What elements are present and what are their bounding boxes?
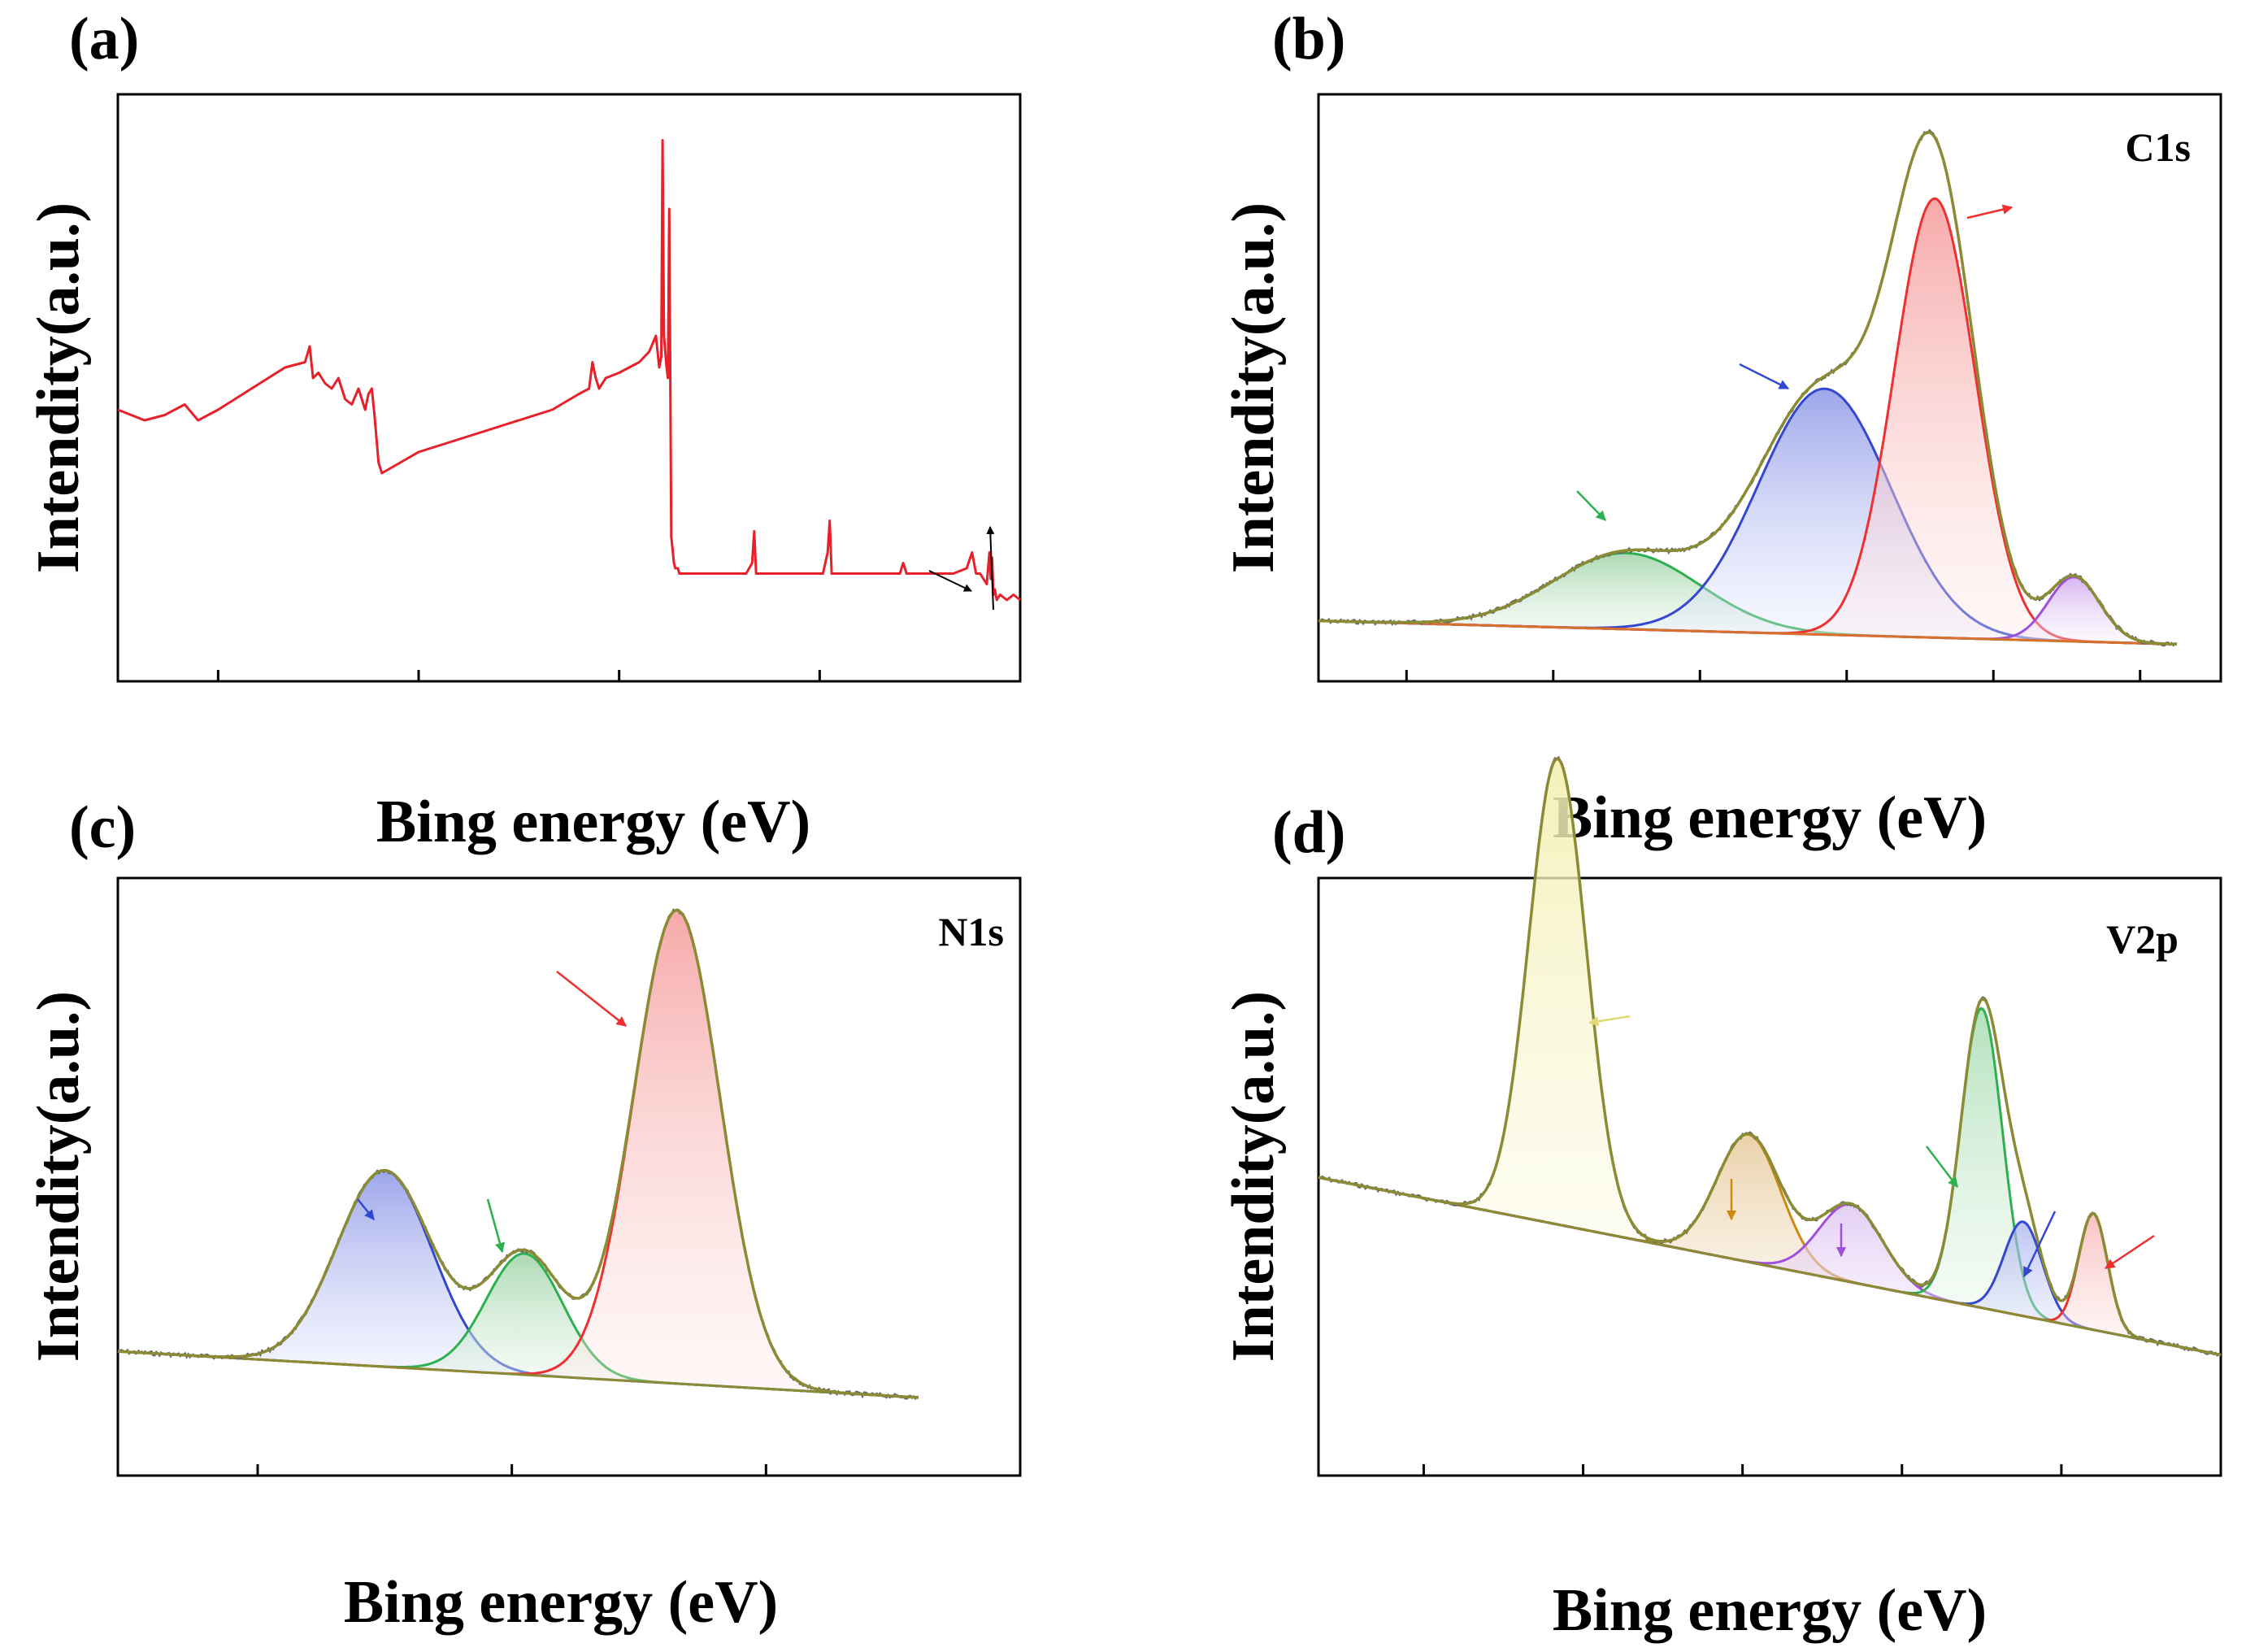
- panel-b-x-ticks: [1405, 670, 2142, 681]
- peak-fill: [1318, 1134, 2221, 1355]
- panel-c-annotations: [357, 971, 627, 1254]
- peak-fill: [1318, 198, 2177, 645]
- label-arrow: [1576, 490, 1606, 521]
- envelope-fit-line: [117, 908, 919, 1399]
- peak-fill: [118, 1170, 919, 1398]
- background-baseline: [117, 1350, 919, 1399]
- panel-d-y-axis-title: Intendity(a.u.): [1220, 991, 1287, 1362]
- panel-d-title: V2p: [2106, 916, 2179, 962]
- panel-c-plot: [117, 908, 919, 1401]
- label-arrow: [556, 971, 627, 1027]
- label-arrow: [2104, 1234, 2155, 1270]
- panel-b-frame: [1317, 93, 2222, 683]
- peak-fill: [118, 1254, 919, 1398]
- panel-b-label: (b): [1272, 6, 1345, 72]
- panel-a: (a) Bing energy (eV) Intendity(a.u.): [25, 6, 1022, 855]
- panel-b-y-axis-title: Intendity(a.u.): [1220, 202, 1287, 573]
- panel-a-y-axis-title: Intendity(a.u.): [25, 202, 92, 573]
- panel-b-annotations: [1576, 204, 2014, 521]
- background-baseline: [1318, 620, 2177, 646]
- panel-d: (d) V2p Bing energy (eV) Intendity(a.u.): [1220, 755, 2222, 1644]
- panel-a-label: (a): [69, 6, 139, 72]
- panel-c: (c) N1s Bing energy (eV) Intendity(a.u.): [25, 794, 1022, 1636]
- panel-d-plot: [1318, 755, 2222, 1357]
- label-arrow: [1966, 204, 2014, 220]
- v3s-arrow: [928, 570, 972, 592]
- envelope-fit-line: [1318, 757, 2222, 1357]
- label-arrow: [1739, 363, 1790, 390]
- panel-c-label: (c): [69, 794, 136, 861]
- panel-a-x-ticks: [216, 670, 1022, 681]
- peak-fill: [1318, 389, 2177, 645]
- panel-c-x-ticks: [256, 1464, 1022, 1476]
- panel-d-x-ticks: [1422, 1464, 2222, 1476]
- panel-c-title: N1s: [938, 909, 1004, 954]
- panel-d-x-axis-title: Bing energy (eV): [1553, 1577, 1987, 1644]
- label-arrow: [1926, 1146, 1958, 1188]
- panel-d-annotations: [1588, 1015, 2155, 1278]
- peak-fill: [1318, 1008, 2221, 1355]
- peak-fill: [1318, 576, 2177, 645]
- peak-fill: [118, 910, 919, 1398]
- panel-c-y-axis-title: Intendity(a.u.): [25, 991, 92, 1362]
- panel-d-label: (d): [1272, 799, 1345, 866]
- label-arrow: [486, 1198, 506, 1254]
- label-arrow: [1588, 1015, 1631, 1027]
- background-baseline: [1318, 1176, 2222, 1356]
- panel-b: (b) C1s Bing energy (eV) Intendity(a.u.): [1220, 6, 2222, 851]
- panel-d-frame: [1317, 876, 2222, 1477]
- panel-a-frame: [116, 93, 1022, 683]
- panel-c-frame: [116, 876, 1022, 1477]
- panel-c-x-axis-title: Bing energy (eV): [344, 1569, 778, 1636]
- panel-a-x-axis-title: Bing energy (eV): [376, 789, 810, 855]
- survey-spectrum-line: [117, 139, 1021, 602]
- panel-b-plot: [1318, 128, 2178, 647]
- envelope-fit-line: [1318, 130, 2177, 646]
- label-arrow: [2022, 1211, 2057, 1278]
- label-arrow: [357, 1198, 375, 1220]
- panel-a-annotations: [928, 526, 995, 611]
- peak-fill: [1318, 759, 2221, 1355]
- peak-fill: [1318, 553, 2177, 645]
- panel-b-title: C1s: [2125, 124, 2191, 170]
- v3p-arrow: [986, 526, 995, 611]
- panel-b-x-axis-title: Bing energy (eV): [1553, 785, 1987, 851]
